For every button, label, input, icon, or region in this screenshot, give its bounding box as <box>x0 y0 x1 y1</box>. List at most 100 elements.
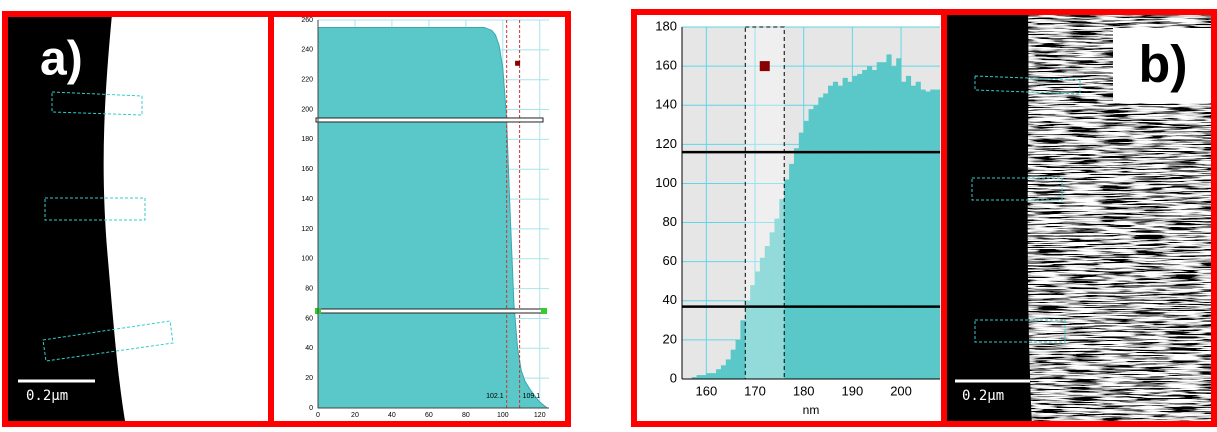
bar <box>706 373 712 379</box>
bar <box>891 66 897 379</box>
x-tick-label: 120 <box>534 412 546 419</box>
x-tick-label: 180 <box>793 383 815 398</box>
y-tick-label: 80 <box>663 214 677 229</box>
bar <box>691 377 697 379</box>
y-tick-label: 40 <box>663 292 677 307</box>
threshold-line <box>315 117 544 123</box>
bar <box>701 375 707 379</box>
y-tick-label: 180 <box>655 18 677 33</box>
x-tick-label: 0 <box>316 412 320 419</box>
y-tick-label: 100 <box>301 256 313 263</box>
bar <box>779 199 785 379</box>
bar <box>745 300 751 379</box>
x-tick-label: 40 <box>388 412 396 419</box>
bar <box>862 70 868 380</box>
x-tick-label: 80 <box>462 412 470 419</box>
panel-label: a) <box>40 33 83 86</box>
y-tick-label: 240 <box>301 47 313 54</box>
x-tick-label: 100 <box>497 412 509 419</box>
y-tick-label: 120 <box>655 136 677 151</box>
bar <box>793 148 800 379</box>
bar <box>857 73 863 379</box>
bar <box>716 369 722 379</box>
bar <box>935 89 941 380</box>
bar <box>920 89 926 380</box>
bar <box>759 257 766 379</box>
bar <box>823 93 829 379</box>
y-tick-label: 20 <box>305 375 313 382</box>
bar <box>905 75 912 379</box>
bar <box>910 85 916 380</box>
bar <box>696 375 702 379</box>
y-tick-label: 60 <box>305 315 313 322</box>
handle <box>541 308 547 314</box>
area <box>317 26 549 409</box>
bar <box>876 62 882 379</box>
bar <box>730 349 736 379</box>
y-tick-label: 260 <box>301 17 313 24</box>
y-tick-label: 140 <box>301 196 313 203</box>
y-tick-label: 20 <box>663 331 677 346</box>
y-tick-label: 0 <box>309 405 313 412</box>
bar <box>871 70 878 380</box>
bar <box>842 77 848 379</box>
bar <box>735 339 741 379</box>
bar <box>837 85 843 380</box>
selection-window <box>744 26 785 380</box>
bar <box>866 66 873 379</box>
y-tick-label: 0 <box>670 370 677 385</box>
y-tick-label: 140 <box>655 97 677 112</box>
x-tick-label: 200 <box>890 383 912 398</box>
bar <box>808 109 814 379</box>
bar <box>915 81 921 379</box>
bar <box>881 62 887 379</box>
y-tick-label: 200 <box>301 106 313 113</box>
micrograph-b: 0.2μm b) <box>945 12 1217 427</box>
bar <box>755 271 761 379</box>
bar <box>896 58 902 380</box>
scale-label: 0.2μm <box>962 388 1004 404</box>
bar <box>832 81 839 379</box>
bar <box>886 54 892 379</box>
bar <box>901 81 907 379</box>
bar <box>930 89 936 380</box>
bar <box>720 365 727 379</box>
y-tick-label: 120 <box>301 226 313 233</box>
panel-label: b) <box>1138 36 1187 94</box>
bar <box>803 120 809 379</box>
bar <box>847 81 853 379</box>
marker <box>515 60 521 66</box>
x-tick-label: 170 <box>744 383 766 398</box>
y-tick-label: 80 <box>305 285 313 292</box>
y-tick-label: 160 <box>655 58 677 73</box>
y-tick-label: 180 <box>301 136 313 143</box>
y-tick-label: 160 <box>301 166 313 173</box>
x-tick-label: 60 <box>425 412 433 419</box>
x-axis-title: nm <box>803 403 820 417</box>
bar <box>818 97 824 380</box>
y-tick-label: 220 <box>301 77 313 84</box>
bar <box>725 359 731 379</box>
bar <box>813 105 819 379</box>
bar <box>798 132 804 379</box>
bar <box>740 320 746 379</box>
micrograph-a: 0.2μm a) <box>6 14 271 427</box>
bar <box>784 179 790 379</box>
bar <box>750 285 756 379</box>
threshold-line <box>315 308 544 314</box>
x-tick-label: 190 <box>842 383 864 398</box>
bar <box>774 218 780 379</box>
bar <box>764 246 770 379</box>
x-tick-label: 20 <box>351 412 359 419</box>
x-tick-label: 160 <box>695 383 717 398</box>
cursor-label: 102.1 <box>486 393 504 400</box>
marker <box>759 61 770 72</box>
y-tick-label: 100 <box>655 175 677 190</box>
bar <box>852 75 858 379</box>
bar <box>711 373 717 379</box>
cursor-label: 109.1 <box>523 393 541 400</box>
scale-label: 0.2μm <box>26 388 68 404</box>
bar <box>789 163 795 379</box>
